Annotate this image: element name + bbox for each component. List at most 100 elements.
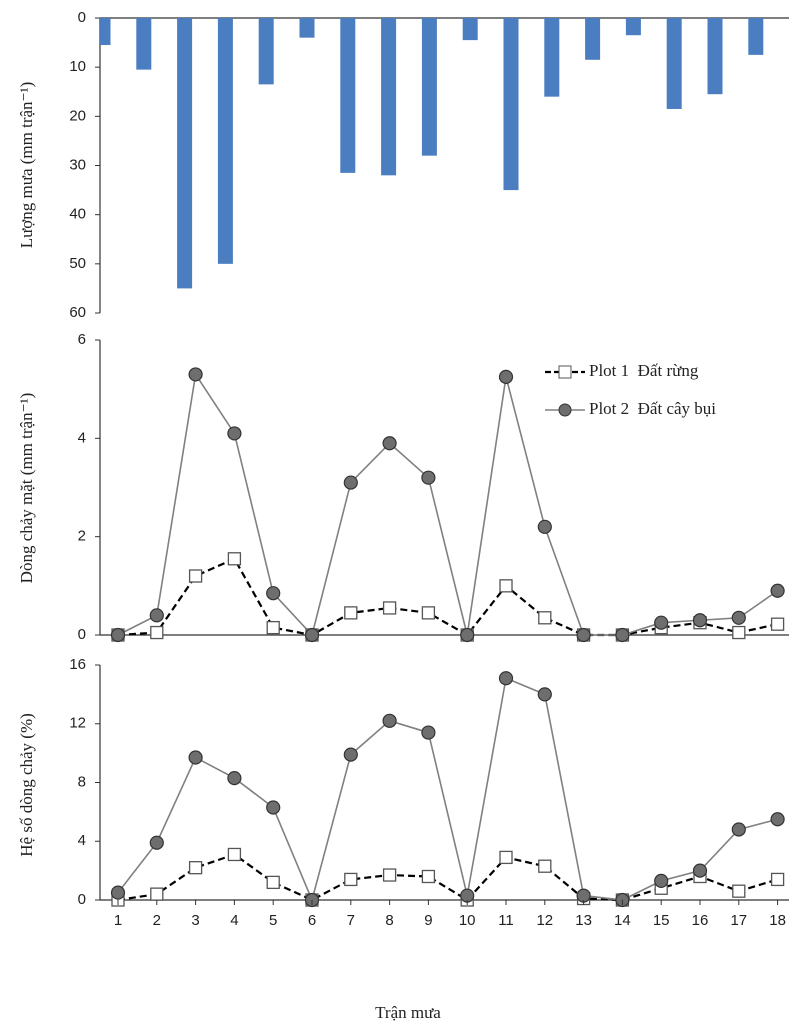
x-axis-label: Trận mưa <box>375 1003 441 1022</box>
y-tick-label: 10 <box>69 58 86 75</box>
x-tick-label: 18 <box>769 912 786 929</box>
marker <box>382 601 397 615</box>
marker <box>538 611 552 625</box>
bar <box>136 18 152 70</box>
marker <box>188 750 203 765</box>
bar <box>421 18 437 156</box>
marker <box>227 770 242 786</box>
marker <box>382 868 397 882</box>
y-tick-label: 6 <box>78 331 86 348</box>
marker <box>460 627 475 643</box>
marker <box>770 583 785 598</box>
marker <box>421 869 436 884</box>
marker <box>498 671 514 686</box>
y-tick-label: 0 <box>78 9 86 26</box>
bar <box>217 18 233 264</box>
bar <box>340 18 356 173</box>
marker <box>150 887 164 901</box>
y-tick-label: 2 <box>78 528 86 545</box>
bar <box>462 18 478 41</box>
bar <box>503 18 519 191</box>
x-tick-label: 3 <box>191 912 199 929</box>
y-tick-label: 16 <box>69 656 86 673</box>
marker <box>188 367 203 382</box>
marker <box>654 873 669 889</box>
marker <box>382 713 397 728</box>
y-tick-label: 30 <box>69 156 86 173</box>
marker <box>149 835 164 850</box>
bar <box>625 18 641 36</box>
x-tick-label: 5 <box>269 912 277 929</box>
marker <box>615 627 630 643</box>
x-tick-label: 13 <box>575 912 592 929</box>
bar <box>585 18 601 60</box>
marker <box>304 627 320 643</box>
bar <box>381 18 397 176</box>
y-tick-label: 0 <box>78 891 86 908</box>
marker <box>150 625 164 640</box>
bar <box>100 18 111 46</box>
bars <box>100 18 764 289</box>
marker <box>537 519 552 534</box>
bar <box>299 18 315 38</box>
y-tick-label: 40 <box>69 206 86 223</box>
bar <box>748 18 764 55</box>
marker <box>731 610 746 625</box>
marker <box>266 875 280 890</box>
x-tick-label: 12 <box>536 912 553 929</box>
marker <box>149 608 164 623</box>
marker <box>692 863 708 878</box>
marker <box>576 627 591 643</box>
marker <box>266 800 281 815</box>
x-tick-label: 4 <box>230 912 238 929</box>
legend-label: Plot 1 Đất rừng <box>589 361 699 380</box>
x-tick-label: 11 <box>498 912 514 929</box>
marker <box>227 847 242 862</box>
bar <box>666 18 682 109</box>
x-tick-label: 10 <box>459 912 476 929</box>
marker <box>344 606 358 620</box>
bar <box>177 18 193 289</box>
series-line <box>117 853 778 902</box>
x-tick-label: 2 <box>153 912 161 929</box>
x-tick-label: 15 <box>653 912 670 929</box>
marker <box>110 885 126 900</box>
legend-marker <box>558 365 572 379</box>
marker <box>343 475 358 490</box>
x-tick-label: 8 <box>385 912 393 929</box>
x-tick-label: 17 <box>730 912 747 929</box>
y-axis-label: Dòng chảy mặt (mm trận⁻¹) <box>17 393 36 584</box>
marker <box>266 620 280 635</box>
marker <box>227 426 242 441</box>
marker <box>498 369 514 384</box>
marker <box>266 586 281 601</box>
y-axis-label: Lượng mưa (mm trận⁻¹) <box>17 82 36 249</box>
marker <box>421 606 436 620</box>
series-line <box>117 677 778 903</box>
marker <box>344 872 358 887</box>
marker <box>732 625 746 640</box>
marker <box>343 747 358 762</box>
y-tick-label: 4 <box>78 832 86 849</box>
marker <box>654 615 669 630</box>
marker <box>227 552 242 566</box>
marker <box>188 861 203 875</box>
marker <box>770 812 785 827</box>
y-tick-label: 12 <box>69 715 86 732</box>
marker <box>731 822 746 837</box>
legend-marker <box>558 403 572 417</box>
x-tick-label: 1 <box>114 912 122 929</box>
legend-marker-shape <box>558 403 572 417</box>
marker <box>421 725 436 740</box>
legend-marker-shape <box>558 365 572 379</box>
marker <box>421 470 436 485</box>
x-tick-label: 9 <box>424 912 432 929</box>
y-tick-label: 60 <box>69 304 86 321</box>
y-tick-label: 0 <box>78 626 86 643</box>
marker <box>188 569 203 583</box>
series-line <box>117 557 778 637</box>
marker <box>382 436 397 451</box>
bar <box>258 18 274 85</box>
legend-label: Plot 2 Đất cây bụi <box>589 399 716 418</box>
